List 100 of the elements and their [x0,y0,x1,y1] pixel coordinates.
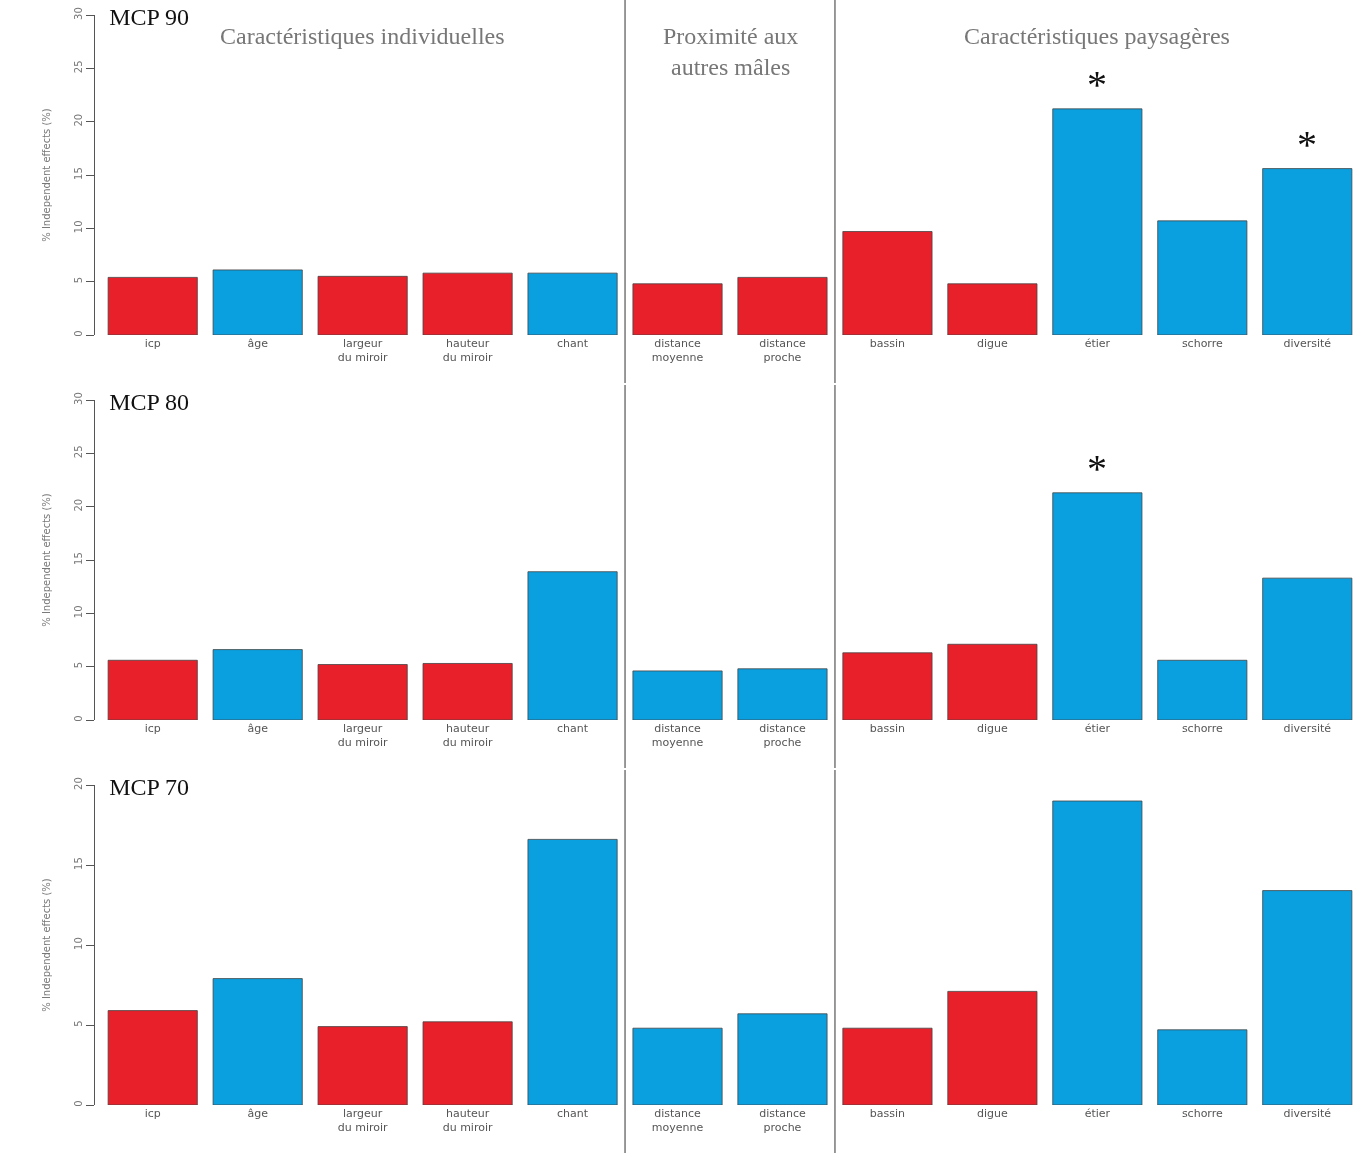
x-tick-label: bassin [869,1107,906,1120]
annotation: Caractéristiques individuelles [220,23,505,49]
x-tick-label: hauteur du miroir [442,722,493,750]
bar [632,1027,723,1105]
x-tick-label: schorre [1181,722,1223,735]
x-tick-label: digue [977,722,1009,735]
bar [107,659,198,720]
chart-title: MCP 90 [109,3,190,30]
x-tick-label: diversité [1283,722,1332,735]
bar [737,668,828,720]
y-tick-label: 20 [73,777,84,790]
y-axis-title: % Independent effects (%) [41,493,52,627]
y-tick-label: 20 [73,113,84,127]
bar [947,991,1038,1105]
bar [842,1027,933,1105]
bar [947,643,1038,720]
bar [1262,577,1353,720]
y-tick-label: 20 [73,498,84,512]
bar [107,277,198,335]
x-tick-label: chant [557,1107,589,1120]
annotation: Proximité aux autres mâles [663,23,799,81]
bar [1052,108,1143,335]
bar [737,277,828,335]
annotation: * [1087,446,1107,491]
annotation: Caractéristiques paysagères [964,23,1230,49]
bar [1052,800,1143,1105]
x-tick-label: étier [1084,722,1111,735]
x-tick-label: âge [247,1107,269,1120]
x-tick-label: distance proche [759,722,807,750]
x-tick-label: âge [247,722,269,735]
x-tick-label: largeur du miroir [337,722,389,750]
bar [1157,220,1248,335]
bar [842,231,933,335]
bar [632,283,723,335]
x-tick-label: digue [977,337,1009,350]
y-tick-label: 5 [73,276,84,284]
bar [212,269,303,335]
annotation: * [1087,62,1107,107]
x-tick-label: digue [977,1107,1009,1120]
bar [1157,1029,1248,1105]
x-tick-label: schorre [1181,1107,1223,1120]
annotation: * [1297,122,1317,167]
y-tick-label: 25 [73,445,84,459]
x-tick-label: hauteur du miroir [442,1107,493,1135]
x-tick-label: hauteur du miroir [442,337,493,365]
y-tick-label: 25 [73,60,84,74]
bar [317,1026,408,1105]
x-tick-label: icp [144,337,161,350]
x-tick-label: distance proche [759,337,807,365]
bar [737,1013,828,1105]
y-tick-label: 30 [73,392,84,405]
bar [317,275,408,335]
y-tick-label: 0 [73,1100,84,1107]
x-tick-label: étier [1084,337,1111,350]
x-tick-label: bassin [869,722,906,735]
y-tick-label: 15 [73,167,84,180]
bar [527,839,618,1105]
x-tick-label: bassin [869,337,906,350]
bar [107,1010,198,1105]
y-axis-title: % Independent effects (%) [41,878,52,1012]
y-axis-title: % Independent effects (%) [41,108,52,242]
y-tick-label: 30 [73,7,84,20]
bar [422,272,513,335]
bar [1052,492,1143,720]
x-tick-label: âge [247,337,269,350]
bar [422,663,513,720]
x-tick-label: icp [144,1107,161,1120]
bar [947,283,1038,335]
x-tick-label: distance moyenne [651,337,704,365]
bar [212,649,303,720]
bar [1262,890,1353,1105]
x-tick-label: diversité [1283,337,1332,350]
y-tick-label: 0 [73,715,84,722]
y-tick-label: 0 [73,330,84,337]
y-tick-label: 5 [73,661,84,669]
bar [317,664,408,720]
x-tick-label: icp [144,722,161,735]
x-tick-label: chant [557,722,589,735]
y-tick-label: 10 [73,937,84,950]
chart-title: MCP 70 [109,773,190,800]
y-tick-label: 10 [73,605,84,619]
bar [1262,168,1353,335]
x-tick-label: diversité [1283,1107,1332,1120]
x-tick-label: largeur du miroir [337,1107,389,1135]
x-tick-label: étier [1084,1107,1111,1120]
x-tick-label: distance moyenne [651,722,704,750]
bar [632,670,723,720]
chart-title: MCP 80 [109,388,190,415]
bar [527,272,618,335]
x-tick-label: chant [557,337,589,350]
x-tick-label: largeur du miroir [337,337,389,365]
bar [422,1021,513,1105]
x-tick-label: distance proche [759,1107,807,1135]
x-tick-label: distance moyenne [651,1107,704,1135]
y-tick-label: 15 [73,857,84,870]
y-tick-label: 5 [73,1020,84,1027]
bar [527,571,618,720]
bar [842,652,933,720]
bar [1157,659,1248,720]
y-tick-label: 10 [73,220,84,234]
